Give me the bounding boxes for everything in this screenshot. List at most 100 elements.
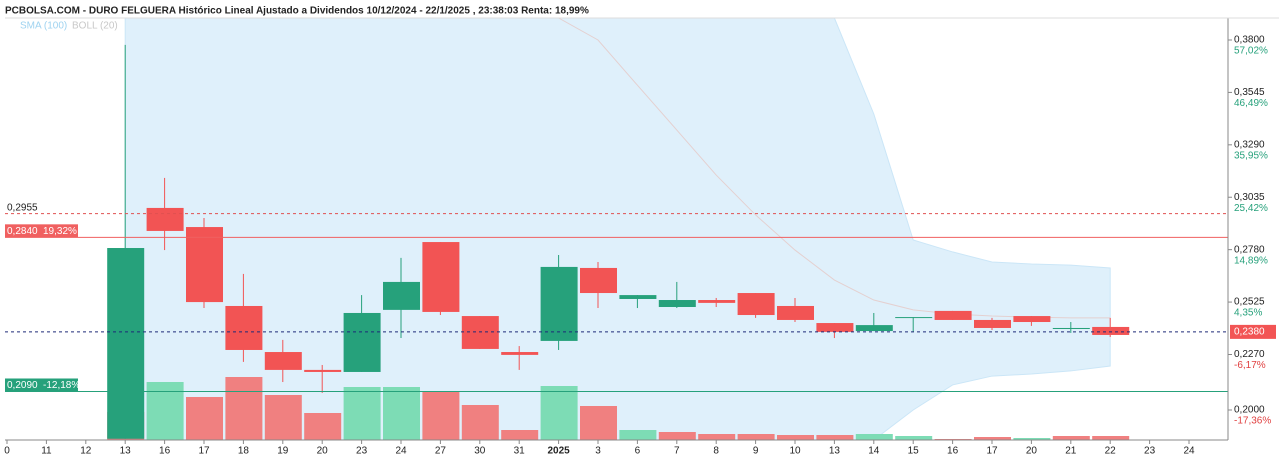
volume-bar	[580, 406, 617, 440]
y-tick-label: 0,3800	[1234, 35, 1265, 46]
x-tick-label: 23	[356, 446, 368, 457]
candle-body	[698, 300, 736, 303]
y-tick-label: 0,2270	[1234, 349, 1265, 360]
plot	[107, 18, 1130, 440]
candle-body	[777, 305, 814, 320]
y-tick-label: 0,2525	[1234, 297, 1265, 308]
candle-body	[383, 281, 420, 310]
volume-bar	[816, 435, 854, 440]
y-tick-pct-label: -17,36%	[1234, 416, 1271, 427]
volume-bar	[895, 436, 933, 440]
y-tick-pct-label: -6,17%	[1234, 360, 1266, 371]
volume-bar	[304, 413, 342, 440]
volume-bar	[777, 435, 814, 440]
x-tick-label: 3	[595, 446, 601, 457]
y-tick-label: 0,3545	[1234, 87, 1265, 98]
y-tick-pct-label: 57,02%	[1234, 46, 1268, 57]
candle-body	[501, 352, 539, 355]
candle-body	[895, 317, 933, 319]
volume-bar	[422, 392, 460, 440]
volume-bar	[146, 382, 184, 440]
x-tick-label: 12	[80, 446, 92, 457]
volume-bar	[1013, 438, 1051, 440]
legend-label: SMA (100)	[20, 21, 67, 32]
volume-bar	[186, 397, 223, 440]
candle-body	[855, 325, 893, 332]
x-tick-label: 27	[435, 446, 447, 457]
level-label-box	[5, 224, 78, 238]
x-tick-label: 11	[41, 446, 52, 457]
x-tick-label: 14	[868, 446, 880, 457]
candle-body	[1052, 327, 1090, 330]
candle-body	[974, 319, 1011, 328]
x-tick-label: 22	[1105, 446, 1117, 457]
x-tick-label: 24	[395, 446, 407, 457]
level-label: 0,2090	[7, 380, 38, 391]
x-tick-label: 15	[908, 446, 920, 457]
candle-body	[1013, 316, 1051, 323]
x-tick-label: 8	[713, 446, 719, 457]
volume-bar	[1052, 436, 1090, 440]
x-tick-label: 6	[635, 446, 641, 457]
candle-body	[619, 295, 657, 299]
candle-body	[934, 310, 972, 320]
x-tick-label: 21	[1065, 446, 1077, 457]
y-tick-label: 0,2000	[1234, 405, 1265, 416]
volume-bar	[658, 432, 696, 440]
x-tick-label: 19	[277, 446, 289, 457]
volume-bar	[698, 434, 736, 440]
y-tick-label: 0,3035	[1234, 192, 1265, 203]
volume-bar	[501, 430, 539, 440]
level-pct-label: 19,32%	[43, 226, 77, 237]
volume-bar	[383, 387, 420, 440]
y-tick-pct-label: 14,89%	[1234, 255, 1268, 266]
candle-body	[264, 352, 302, 370]
x-tick-label: 17	[986, 446, 998, 457]
candle-body	[1092, 326, 1130, 335]
volume-bar	[461, 405, 499, 440]
level-label-box	[5, 378, 78, 392]
x-tick-label: 17	[198, 446, 210, 457]
volume-bar	[1092, 436, 1130, 440]
candle-body	[580, 267, 617, 294]
level-label-box	[1230, 324, 1276, 339]
candle-body	[816, 323, 854, 332]
y-tick-pct-label: 35,95%	[1234, 150, 1268, 161]
x-tick-label: 16	[947, 446, 959, 457]
candle-body	[422, 242, 460, 312]
x-tick-label: 20	[317, 446, 329, 457]
x-tick-label: 24	[1183, 446, 1195, 457]
level-label: 0,2380	[1234, 327, 1265, 338]
level-pct-label: -12,18%	[43, 380, 80, 391]
volume-bar	[264, 395, 302, 440]
y-tick-pct-label: 4,35%	[1234, 308, 1262, 319]
x-tick-label: 13	[120, 446, 132, 457]
candle-body	[146, 207, 184, 231]
volume-bar	[540, 386, 578, 440]
x-tick-label: 18	[238, 446, 250, 457]
volume-bar	[225, 377, 263, 440]
y-tick-pct-label: 25,42%	[1234, 203, 1268, 214]
x-tick-label: 31	[514, 446, 526, 457]
chart-title: PCBOLSA.COM - DURO FELGUERA Histórico Li…	[5, 6, 589, 17]
candle-body	[343, 312, 381, 372]
candle-body	[107, 248, 145, 439]
x-tick-label: 20	[1026, 446, 1038, 457]
x-tick-label: 30	[474, 446, 486, 457]
level-label: 0,2955	[7, 202, 38, 213]
x-tick-label: 23	[1144, 446, 1156, 457]
y-tick-label: 0,2780	[1234, 244, 1265, 255]
x-tick-label: 9	[753, 446, 759, 457]
candle-body	[658, 300, 696, 308]
legend-label: BOLL (20)	[72, 21, 118, 32]
x-tick-label: 2025	[547, 446, 570, 457]
candle-body	[540, 266, 578, 341]
candle-body	[225, 305, 263, 350]
volume-bar	[343, 387, 381, 440]
level-label: 0,2840	[7, 226, 38, 237]
x-tick-label: 10	[789, 446, 801, 457]
x-tick-label: 0	[4, 446, 10, 457]
candle-body	[304, 369, 342, 372]
x-tick-label: 7	[674, 446, 680, 457]
